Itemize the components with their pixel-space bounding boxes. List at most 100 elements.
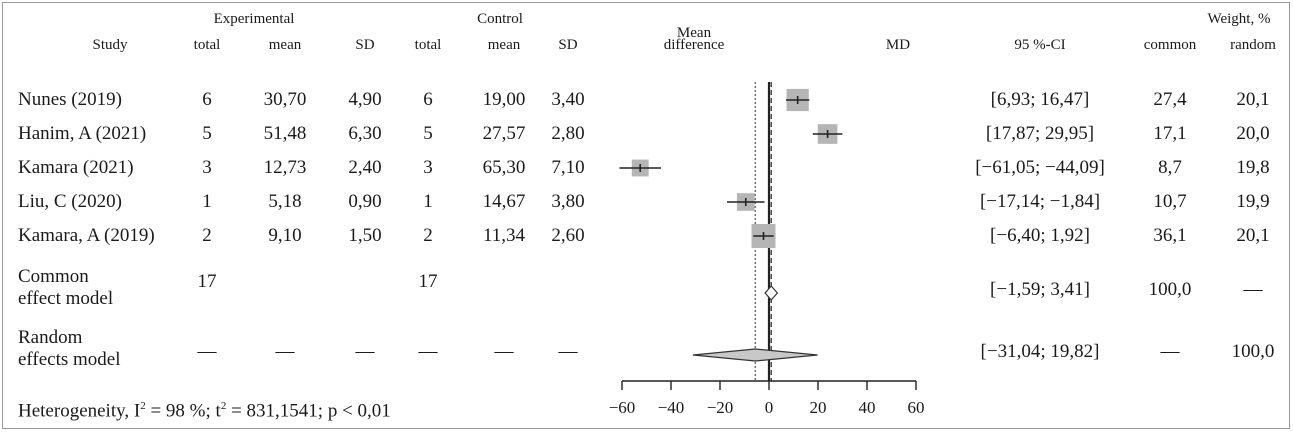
ci: [−6,40; 1,92] — [990, 225, 1090, 246]
header-ctl-mean: mean — [487, 37, 521, 53]
ctl-sd: 2,60 — [551, 225, 585, 246]
header-exp-sd: SD — [355, 37, 375, 53]
x-tick-label: 0 — [765, 398, 774, 417]
weight-common: 36,1 — [1153, 225, 1187, 246]
heterogeneity-rest: = 831,1541; p < 0,01 — [226, 400, 391, 422]
ci: [6,93; 16,47] — [990, 89, 1090, 110]
exp-total: 1 — [202, 191, 212, 212]
weight-common: 27,4 — [1153, 89, 1187, 110]
x-tick-label: −20 — [707, 398, 734, 417]
header-weight: Weight, % — [1207, 11, 1271, 27]
exp-sd: 1,50 — [348, 225, 382, 246]
header-ctl-total: total — [414, 37, 442, 53]
weight-common: — — [1160, 341, 1180, 362]
ctl-total: 17 — [418, 271, 438, 292]
exp-sd: 4,90 — [348, 89, 382, 110]
weight-random: — — [1243, 279, 1263, 300]
header-study: Study — [92, 37, 128, 53]
exp-total: 6 — [202, 89, 212, 110]
x-tick-label: 60 — [908, 398, 925, 417]
exp-mean: 12,73 — [263, 157, 307, 178]
ci: [17,87; 29,95] — [985, 123, 1095, 144]
x-tick-label: −40 — [658, 398, 685, 417]
exp-mean: 9,10 — [268, 225, 302, 246]
header-weight-common: common — [1143, 37, 1197, 53]
weight-random: 19,9 — [1236, 191, 1270, 212]
header-md: MD — [885, 37, 911, 53]
ci: [−31,04; 19,82] — [980, 341, 1100, 362]
header-experimental: Experimental — [213, 11, 295, 27]
ctl-mean: 65,30 — [482, 157, 526, 178]
exp-total: 5 — [202, 123, 212, 144]
ctl-total: 5 — [423, 123, 433, 144]
ctl-sd: 7,10 — [551, 157, 585, 178]
exp-mean: — — [275, 341, 295, 362]
ctl-sd: 3,40 — [551, 89, 585, 110]
weight-common: 100,0 — [1148, 279, 1192, 300]
study-name: Liu, C (2020) — [18, 191, 122, 212]
heterogeneity-text: Heterogeneity, I2 = 98 %; t2 = 831,1541;… — [18, 400, 391, 422]
ctl-mean: — — [494, 341, 514, 362]
i2-superscript: 2 — [140, 400, 146, 412]
heterogeneity-prefix: Heterogeneity, I — [18, 400, 141, 422]
study-name: Nunes (2019) — [18, 89, 122, 110]
common-label-line2: effect model — [18, 288, 114, 309]
ctl-sd: — — [558, 341, 578, 362]
exp-total: — — [197, 341, 217, 362]
ctl-mean: 11,34 — [482, 225, 526, 246]
exp-sd: 2,40 — [348, 157, 382, 178]
study-name: Hanim, A (2021) — [18, 123, 147, 144]
ctl-total: 2 — [423, 225, 433, 246]
study-name: Kamara, A (2019) — [18, 225, 155, 246]
header-exp-mean: mean — [268, 37, 302, 53]
header-difference: difference — [663, 37, 725, 53]
ci: [−1,59; 3,41] — [990, 279, 1090, 300]
x-tick-label: −60 — [609, 398, 636, 417]
exp-mean: 5,18 — [268, 191, 302, 212]
exp-mean: 51,48 — [263, 123, 307, 144]
exp-sd: 6,30 — [348, 123, 382, 144]
weight-random: 20,1 — [1236, 89, 1270, 110]
ctl-mean: 27,57 — [482, 123, 526, 144]
header-ci: 95 %-CI — [1014, 37, 1066, 53]
random-label-line2: effects model — [18, 349, 121, 370]
ctl-total: — — [418, 341, 438, 362]
i2-value: = 98 %; t — [145, 400, 221, 422]
study-name: Kamara (2021) — [18, 157, 134, 178]
common-effect-diamond — [764, 285, 779, 301]
ctl-mean: 14,67 — [482, 191, 526, 212]
ctl-total: 3 — [423, 157, 433, 178]
header-weight-random: random — [1230, 37, 1276, 53]
header-mean: Mean — [676, 25, 712, 41]
weight-common: 17,1 — [1153, 123, 1187, 144]
weight-random: 20,1 — [1236, 225, 1270, 246]
ctl-sd: 2,80 — [551, 123, 585, 144]
exp-sd: 0,90 — [348, 191, 382, 212]
header-exp-total: total — [193, 37, 221, 53]
exp-sd: — — [355, 341, 375, 362]
ctl-sd: 3,80 — [551, 191, 585, 212]
exp-total: 2 — [202, 225, 212, 246]
random-label-line1: Random — [18, 327, 83, 348]
t2-superscript: 2 — [220, 400, 227, 412]
exp-total: 17 — [197, 271, 217, 292]
header-ctl-sd: SD — [558, 37, 578, 53]
weight-common: 8,7 — [1158, 157, 1182, 178]
exp-mean: 30,70 — [263, 89, 307, 110]
weight-common: 10,7 — [1153, 191, 1187, 212]
header-control: Control — [477, 11, 523, 27]
ci: [−61,05; −44,09] — [975, 157, 1105, 178]
random-effects-diamond — [692, 348, 818, 362]
x-tick-label: 40 — [859, 398, 876, 417]
ctl-total: 6 — [423, 89, 433, 110]
x-tick-label: 20 — [810, 398, 827, 417]
ctl-total: 1 — [423, 191, 433, 212]
ci: [−17,14; −1,84] — [979, 191, 1101, 212]
weight-random: 19,8 — [1236, 157, 1270, 178]
common-label-line1: Common — [18, 266, 89, 287]
weight-random: 100,0 — [1231, 341, 1275, 362]
exp-total: 3 — [202, 157, 212, 178]
ctl-mean: 19,00 — [482, 89, 526, 110]
